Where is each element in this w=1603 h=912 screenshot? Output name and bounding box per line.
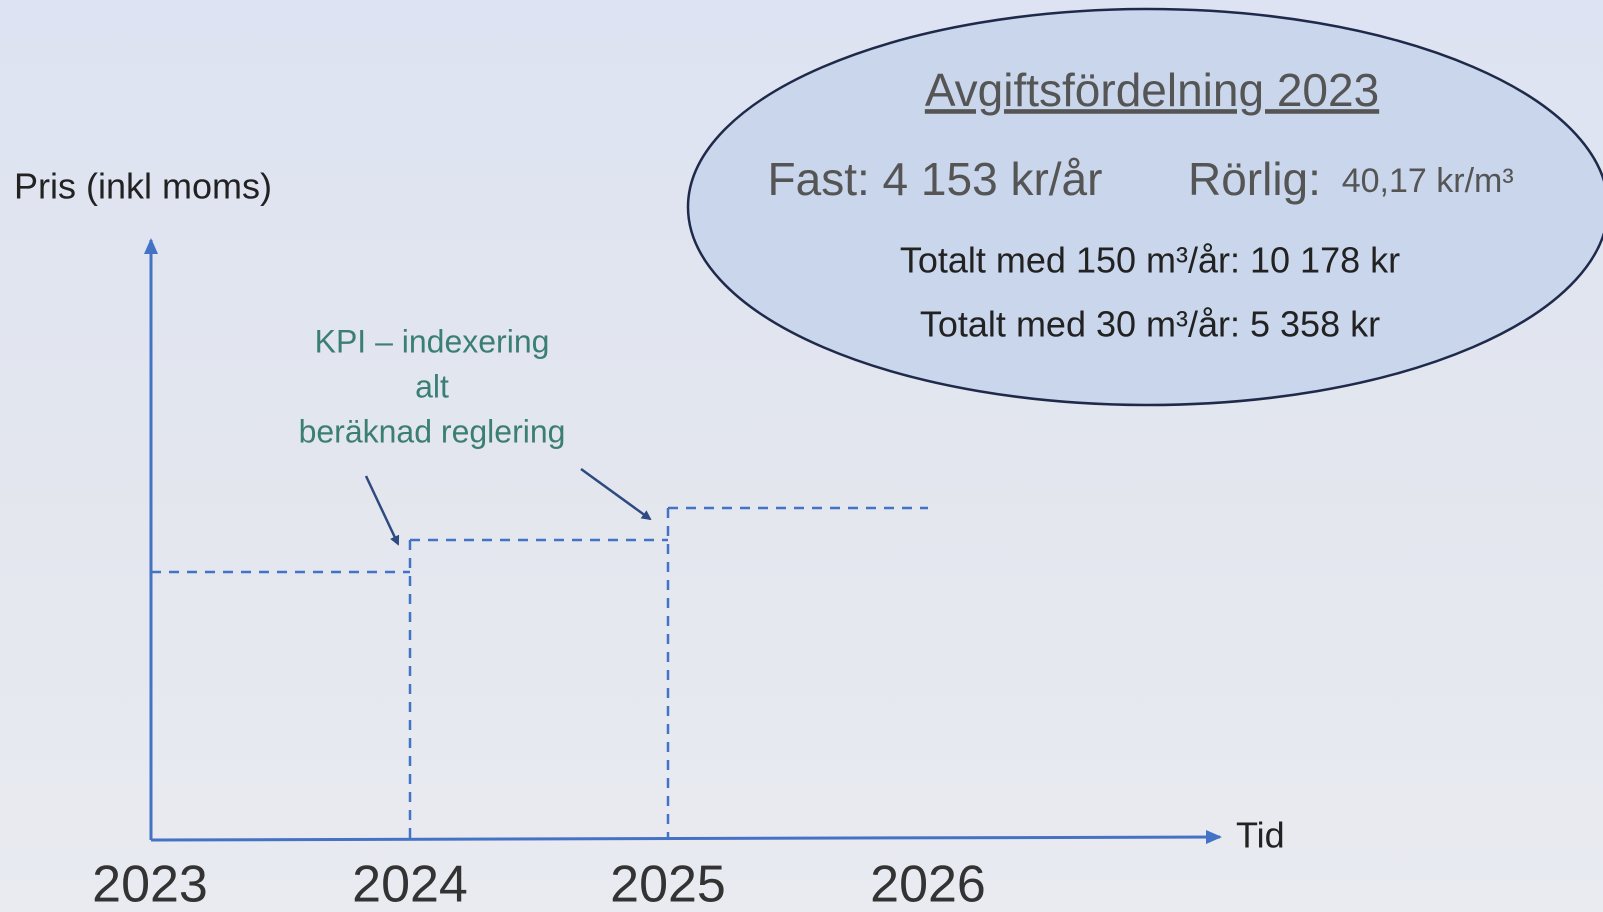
total-line: Totalt med 150 m³/år: 10 178 kr bbox=[900, 240, 1400, 281]
variable-label: Rörlig: bbox=[1188, 153, 1321, 205]
fixed-fee: Fast: 4 153 kr/år bbox=[768, 153, 1103, 205]
info-title: Avgiftsfördelning 2023 bbox=[925, 64, 1379, 116]
y-axis-label: Pris (inkl moms) bbox=[14, 166, 272, 207]
variable-value: 40,17 kr/m³ bbox=[1342, 162, 1514, 200]
annotation-line: beräknad reglering bbox=[299, 413, 566, 449]
page: {"axes": {"y_label": "Pris (inkl moms)",… bbox=[0, 0, 1603, 912]
year-label: 2025 bbox=[610, 856, 726, 912]
total-line: Totalt med 30 m³/år: 5 358 kr bbox=[920, 304, 1380, 345]
year-label: 2026 bbox=[870, 856, 986, 912]
annotation-line: KPI – indexering bbox=[315, 323, 550, 359]
annotation-line: alt bbox=[415, 368, 449, 404]
year-label: 2023 bbox=[92, 856, 208, 912]
year-label: 2024 bbox=[352, 856, 468, 912]
slide: Pris (inkl moms) Tid 2023 2024 2025 2026… bbox=[0, 0, 1603, 912]
x-axis-label: Tid bbox=[1236, 815, 1285, 856]
